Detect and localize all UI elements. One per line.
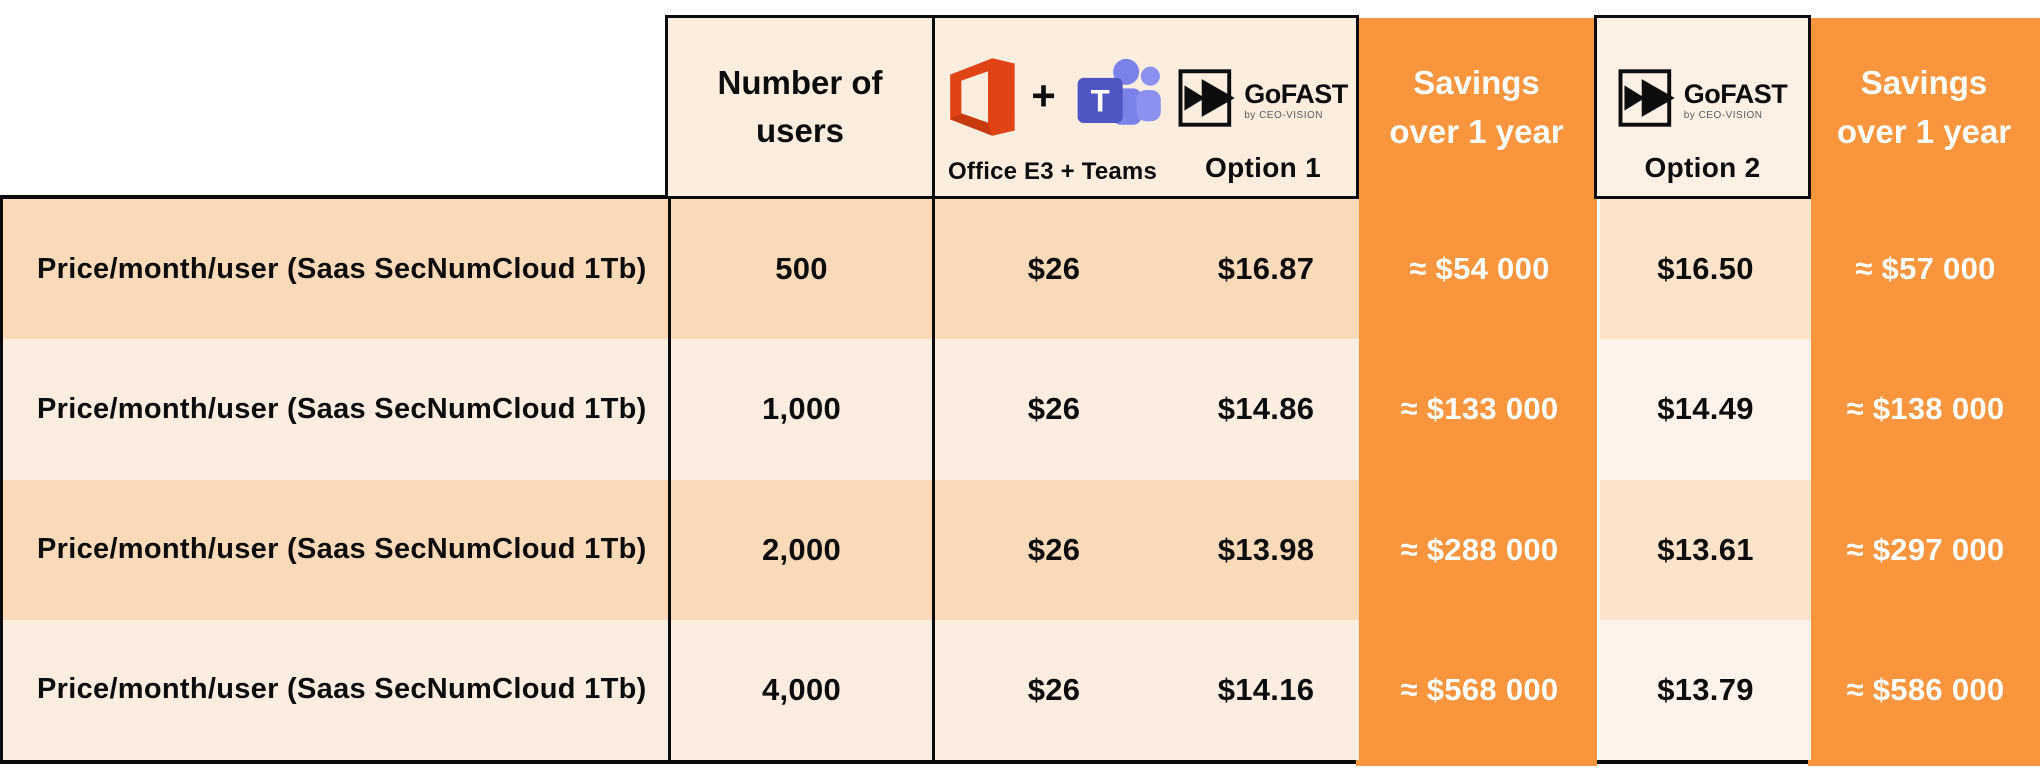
option2-price: $14.49 [1600, 339, 1811, 480]
users-value: 2,000 [671, 479, 935, 620]
office-price: $26 [935, 199, 1173, 340]
option1-price: $13.98 [1173, 479, 1359, 620]
gofast-byline: by CEO-VISION [1683, 109, 1763, 121]
option2-price: $13.79 [1600, 619, 1811, 760]
gofast-wordmark: GoFAST by CEO-VISION [1683, 78, 1788, 121]
users-value: 4,000 [671, 619, 935, 760]
office-price: $26 [935, 339, 1173, 480]
savings-1-label: Savings over 1 year [1389, 63, 1564, 151]
gofast-wordmark: GoFAST by CEO-VISION [1244, 78, 1348, 121]
row-label: Price/month/user (Saas SecNumCloud 1Tb) [3, 339, 671, 480]
option-2-label: Option 2 [1644, 152, 1761, 183]
office-price: $26 [935, 619, 1173, 760]
savings-column-band-1 [1356, 18, 1597, 766]
header-savings-1: Savings over 1 year [1356, 15, 1597, 199]
gofast-name: GoFAST [1244, 78, 1348, 109]
number-of-users-label: Number of users [717, 64, 883, 149]
header-option-1: GoFAST by CEO-VISION Option 1 [1170, 15, 1359, 199]
teams-icon: T [1062, 51, 1166, 148]
savings2-value: ≈ $138 000 [1846, 391, 2005, 427]
header-savings-2: Savings over 1 year [1808, 15, 2040, 199]
savings-column-band-2 [1808, 18, 2040, 766]
row-label: Price/month/user (Saas SecNumCloud 1Tb) [3, 619, 671, 760]
gofast-icon [1178, 65, 1238, 136]
savings2-value: ≈ $57 000 [1855, 251, 1996, 287]
gofast-byline: by CEO-VISION [1244, 109, 1323, 121]
option1-price: $16.87 [1173, 199, 1359, 340]
header-option-2: GoFAST by CEO-VISION Option 2 [1594, 15, 1811, 199]
savings2-value: ≈ $297 000 [1846, 531, 2005, 567]
row-label: Price/month/user (Saas SecNumCloud 1Tb) [3, 479, 671, 620]
option-1-label: Option 1 [1205, 152, 1321, 183]
office-price: $26 [935, 479, 1173, 620]
users-value: 1,000 [671, 339, 935, 480]
office-teams-label: Office E3 + Teams [947, 158, 1158, 185]
svg-text:T: T [1090, 84, 1109, 119]
header-office-teams: + T Office E3 + Teams [935, 15, 1173, 199]
option1-price: $14.86 [1173, 339, 1359, 480]
savings2-value: ≈ $586 000 [1846, 671, 2005, 707]
option2-price: $16.50 [1600, 199, 1811, 340]
option2-price: $13.61 [1600, 479, 1811, 620]
savings1-value: ≈ $288 000 [1400, 531, 1559, 567]
table-bottom-border [0, 760, 2040, 764]
plus-icon: + [1031, 71, 1056, 119]
gofast-icon [1618, 65, 1678, 136]
option1-price: $14.16 [1173, 619, 1359, 760]
office-icon [939, 51, 1025, 148]
row-label: Price/month/user (Saas SecNumCloud 1Tb) [3, 199, 671, 340]
gofast-logo: GoFAST by CEO-VISION [1178, 65, 1348, 136]
savings-2-label: Savings over 1 year [1836, 63, 2012, 151]
gofast-logo: GoFAST by CEO-VISION [1618, 65, 1788, 136]
savings1-value: ≈ $54 000 [1409, 251, 1550, 287]
users-value: 500 [671, 199, 935, 340]
office-teams-logos: + T [939, 51, 1166, 148]
gofast-name: GoFAST [1683, 78, 1788, 109]
table-body: Price/month/user (Saas SecNumCloud 1Tb) … [0, 199, 2040, 760]
savings1-value: ≈ $568 000 [1400, 671, 1559, 707]
savings1-value: ≈ $133 000 [1400, 391, 1559, 427]
header-number-of-users: Number of users [665, 15, 935, 199]
